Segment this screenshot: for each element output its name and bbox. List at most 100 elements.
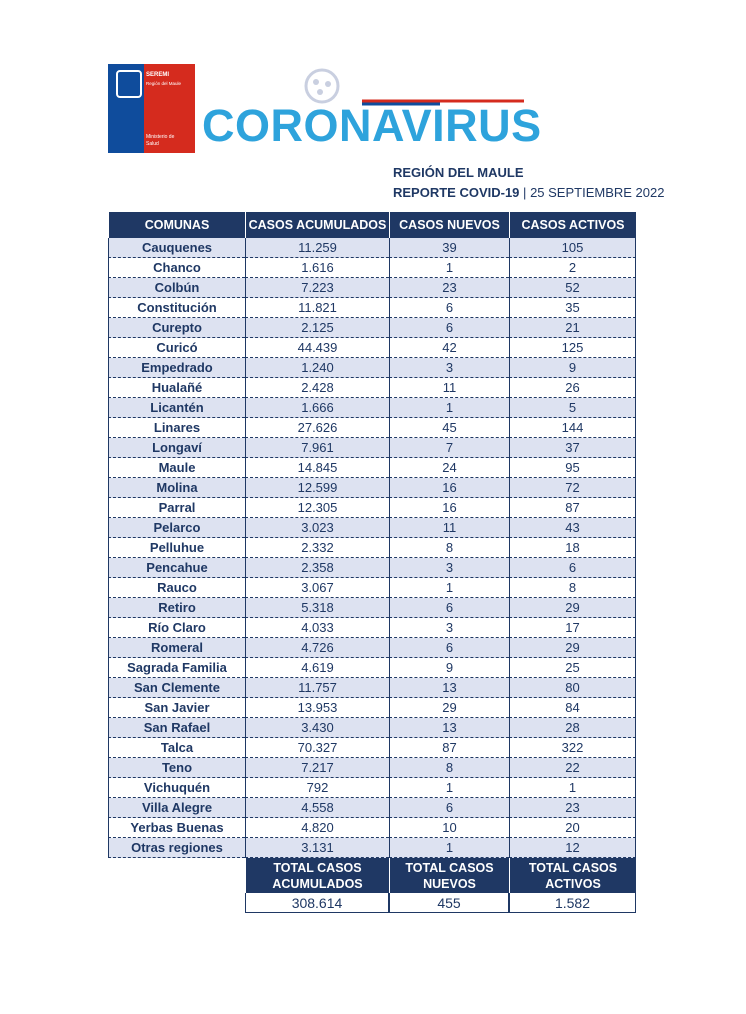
- separator: |: [523, 185, 527, 200]
- cell: 25: [509, 658, 636, 678]
- cell: 29: [509, 638, 636, 658]
- report: REPORTE COVID-19: [393, 185, 520, 200]
- cell: 72: [509, 478, 636, 498]
- cell: 4.726: [245, 638, 389, 658]
- cell: 1: [389, 778, 509, 798]
- cell: 3.067: [245, 578, 389, 598]
- column-header: CASOS ACUMULADOS: [245, 212, 389, 238]
- commune-name: Empedrado: [108, 358, 245, 378]
- commune-name: Teno: [108, 758, 245, 778]
- cell: 23: [389, 278, 509, 298]
- commune-name: Curepto: [108, 318, 245, 338]
- commune-name: Parral: [108, 498, 245, 518]
- commune-name: Maule: [108, 458, 245, 478]
- cell: 2.428: [245, 378, 389, 398]
- cell: 11: [389, 378, 509, 398]
- logo-text: Ministerio de: [146, 134, 175, 140]
- commune-name: Vichuquén: [108, 778, 245, 798]
- commune-name: Longaví: [108, 438, 245, 458]
- cell: 84: [509, 698, 636, 718]
- total-label: TOTAL CASOS: [528, 860, 618, 875]
- total-value: 455: [389, 893, 509, 913]
- cell: 70.327: [245, 738, 389, 758]
- commune-name: Romeral: [108, 638, 245, 658]
- cell: 23: [509, 798, 636, 818]
- cell: 7.223: [245, 278, 389, 298]
- cell: 29: [509, 598, 636, 618]
- cell: 26: [509, 378, 636, 398]
- commune-name: Río Claro: [108, 618, 245, 638]
- total-label: ACTIVOS: [545, 876, 601, 891]
- logo-text: Región del Maule: [146, 81, 182, 86]
- cell: 52: [509, 278, 636, 298]
- cell: 1: [389, 258, 509, 278]
- total-header: TOTAL CASOS NUEVOS: [389, 858, 509, 893]
- cell: 87: [509, 498, 636, 518]
- commune-name: Constitución: [108, 298, 245, 318]
- cell: 3: [389, 358, 509, 378]
- cell: 6: [389, 298, 509, 318]
- title: CORONAVIRUS: [202, 100, 542, 151]
- cell: 6: [389, 598, 509, 618]
- cell: 125: [509, 338, 636, 358]
- cell: 16: [389, 478, 509, 498]
- commune-name: Rauco: [108, 578, 245, 598]
- cell: 13: [389, 678, 509, 698]
- cell: 20: [509, 818, 636, 838]
- cell: 2.332: [245, 538, 389, 558]
- cell: 27.626: [245, 418, 389, 438]
- cell: 22: [509, 758, 636, 778]
- cell: 105: [509, 238, 636, 258]
- cell: 39: [389, 238, 509, 258]
- cell: 4.820: [245, 818, 389, 838]
- cell: 3.023: [245, 518, 389, 538]
- commune-name: San Rafael: [108, 718, 245, 738]
- cell: 12: [509, 838, 636, 858]
- cell: 7.961: [245, 438, 389, 458]
- commune-name: Otras regiones: [108, 838, 245, 858]
- cell: 3: [389, 618, 509, 638]
- cell: 6: [389, 638, 509, 658]
- commune-name: Cauquenes: [108, 238, 245, 258]
- commune-name: Licantén: [108, 398, 245, 418]
- cell: 8: [389, 758, 509, 778]
- commune-name: Sagrada Familia: [108, 658, 245, 678]
- commune-name: Curicó: [108, 338, 245, 358]
- cell: 42: [389, 338, 509, 358]
- cell: 35: [509, 298, 636, 318]
- cell: 6: [389, 798, 509, 818]
- cell: 3: [389, 558, 509, 578]
- cell: 792: [245, 778, 389, 798]
- cell: 21: [509, 318, 636, 338]
- logo: SEREMI Región del Maule Ministerio de Sa…: [108, 64, 195, 153]
- cell: 11.259: [245, 238, 389, 258]
- cell: 6: [509, 558, 636, 578]
- cell: 37: [509, 438, 636, 458]
- logo-text: Salud: [146, 141, 159, 147]
- column-header: CASOS ACTIVOS: [509, 212, 636, 238]
- commune-name: San Clemente: [108, 678, 245, 698]
- cell: 9: [389, 658, 509, 678]
- cell: 11: [389, 518, 509, 538]
- cell: 9: [509, 358, 636, 378]
- region: REGIÓN DEL MAULE: [393, 165, 524, 180]
- commune-name: Pelluhue: [108, 538, 245, 558]
- cell: 80: [509, 678, 636, 698]
- commune-name: Pelarco: [108, 518, 245, 538]
- cell: 1: [509, 778, 636, 798]
- commune-name: Villa Alegre: [108, 798, 245, 818]
- cell: 3.430: [245, 718, 389, 738]
- decoration: [304, 68, 524, 106]
- commune-name: Yerbas Buenas: [108, 818, 245, 838]
- cell: 11.757: [245, 678, 389, 698]
- commune-name: San Javier: [108, 698, 245, 718]
- commune-name: Linares: [108, 418, 245, 438]
- cell: 95: [509, 458, 636, 478]
- commune-name: Molina: [108, 478, 245, 498]
- cell: 43: [509, 518, 636, 538]
- total-value: 308.614: [245, 893, 389, 913]
- cell: 4.619: [245, 658, 389, 678]
- commune-name: Pencahue: [108, 558, 245, 578]
- cell: 3.131: [245, 838, 389, 858]
